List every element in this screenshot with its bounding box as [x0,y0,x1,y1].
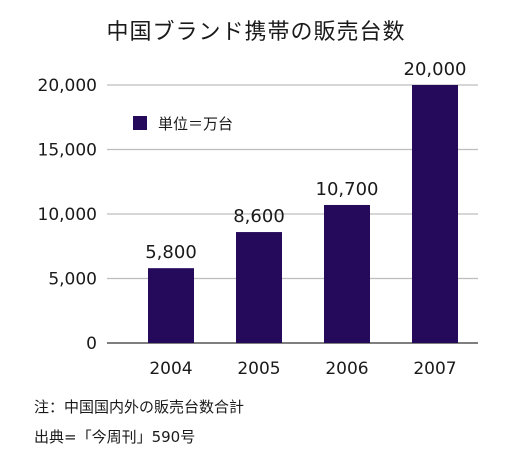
bar [236,232,282,343]
chart-title: 中国ブランド携帯の販売台数 [106,20,406,45]
bar [412,85,458,343]
bar [148,268,194,343]
x-tick-label: 2007 [413,359,456,379]
legend: 単位＝万台 [133,115,233,133]
footnote-source: 出典=「今周刊」590号 [34,428,196,446]
footnote-note: 注：中国国内外の販売台数合計 [34,398,245,416]
data-labels: 5,800 8,600 10,700 20,000 [145,59,466,263]
y-tick-label: 0 [86,334,97,354]
bars [148,85,458,343]
x-tick-label: 2005 [237,359,280,379]
legend-swatch [133,116,147,130]
x-axis-ticks: 2004 2005 2006 2007 [149,359,456,379]
bar [324,204,370,343]
y-tick-label: 20,000 [38,76,97,96]
data-label: 5,800 [145,242,197,263]
data-label: 10,700 [316,179,379,200]
y-tick-label: 15,000 [38,141,97,161]
y-axis-ticks: 0 5,000 10,000 15,000 20,000 [38,76,97,354]
y-tick-label: 10,000 [38,205,97,225]
x-tick-label: 2004 [149,359,192,379]
y-tick-label: 5,000 [48,270,97,290]
data-label: 8,600 [233,206,285,227]
data-label: 20,000 [404,59,467,80]
x-tick-label: 2006 [325,359,368,379]
legend-label: 単位＝万台 [158,115,233,133]
